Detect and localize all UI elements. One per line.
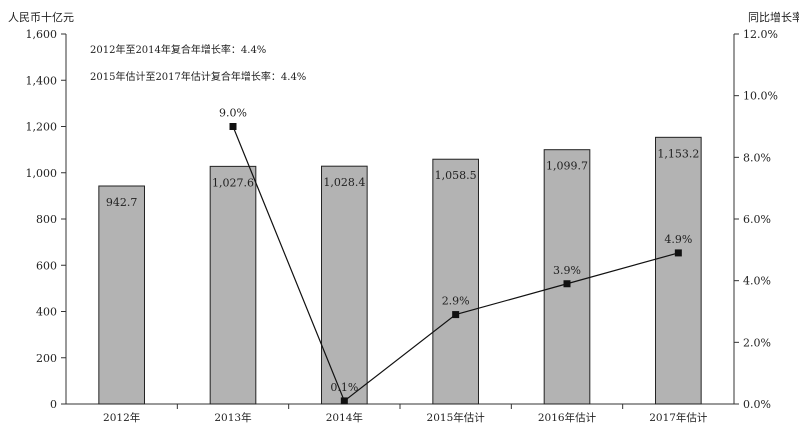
right-tick-label: 0.0%	[743, 398, 771, 411]
left-tick-label: 1,600	[26, 28, 58, 41]
left-tick-label: 400	[36, 306, 57, 319]
bar-value-label: 1,153.2	[657, 147, 699, 160]
left-tick-label: 0	[50, 398, 57, 411]
x-tick-label: 2014年	[326, 411, 363, 424]
right-axis-title: 同比增长率	[748, 10, 799, 24]
growth-value-label: 0.1%	[330, 381, 358, 394]
annotation-cagr-2015-2017: 2015年估计至2017年估计复合年增长率：4.4%	[90, 70, 306, 83]
growth-value-label: 4.9%	[664, 233, 692, 246]
left-tick-label: 1,400	[26, 74, 58, 87]
bar	[543, 149, 591, 405]
right-tick-label: 6.0%	[743, 213, 771, 226]
bar	[432, 158, 479, 405]
growth-value-label: 2.9%	[442, 295, 470, 308]
right-tick-label: 12.0%	[743, 28, 778, 41]
bar	[98, 185, 145, 405]
left-axis-title: 人民币十亿元	[8, 10, 74, 24]
left-tick-label: 1,000	[26, 167, 58, 180]
bar	[321, 165, 368, 405]
annotation-cagr-2012-2014: 2012年至2014年复合年增长率：4.4%	[90, 43, 266, 56]
x-tick-label: 2012年	[103, 411, 140, 424]
x-tick-label: 2017年估计	[649, 411, 708, 424]
left-tick-label: 800	[36, 213, 57, 226]
bar	[655, 136, 702, 405]
growth-value-label: 9.0%	[219, 107, 247, 120]
growth-point	[340, 397, 348, 405]
growth-point	[563, 280, 571, 288]
bar	[209, 165, 257, 405]
bar-value-label: 942.7	[106, 196, 138, 209]
growth-point	[452, 311, 460, 319]
x-tick-label: 2013年	[214, 411, 251, 424]
growth-point	[674, 249, 682, 257]
left-tick-label: 600	[36, 259, 57, 272]
left-tick-label: 1,200	[26, 121, 58, 134]
bar-value-label: 1,028.4	[323, 176, 365, 189]
x-tick-label: 2015年估计	[427, 411, 486, 424]
left-tick-label: 200	[36, 352, 57, 365]
right-tick-label: 10.0%	[743, 90, 778, 103]
bar-value-label: 1,058.5	[435, 169, 477, 182]
growth-value-label: 3.9%	[553, 264, 581, 277]
bar-value-label: 1,027.6	[212, 176, 254, 189]
right-tick-label: 8.0%	[743, 151, 771, 164]
bar-value-label: 1,099.7	[546, 160, 588, 173]
right-tick-label: 2.0%	[743, 336, 771, 349]
growth-point	[229, 123, 237, 130]
right-tick-label: 4.0%	[743, 275, 771, 288]
x-tick-label: 2016年估计	[538, 411, 597, 424]
